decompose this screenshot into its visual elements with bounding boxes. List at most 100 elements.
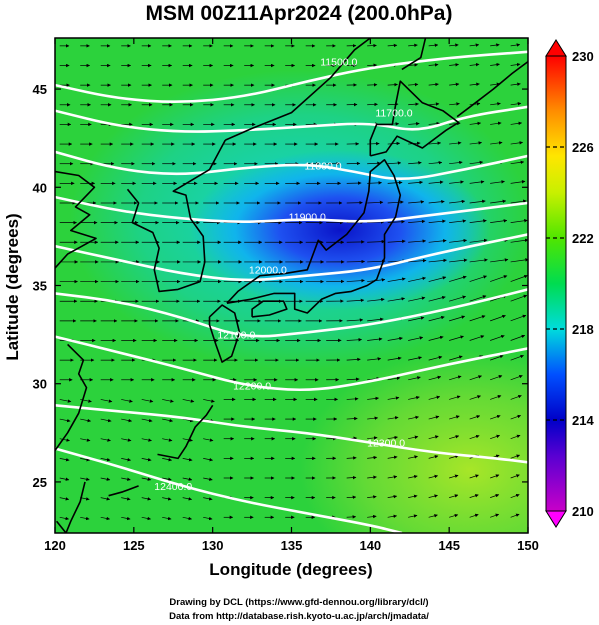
wind-arrow [469,258,488,263]
wind-arrow [428,63,439,67]
y-axis-label: Latitude (degrees) [3,213,22,360]
wind-arrow [469,160,484,165]
coastline [401,38,427,71]
y-tick-label: 40 [33,180,47,195]
wind-arrow [367,495,377,499]
wind-arrow [408,435,419,440]
wind-arrow [449,258,468,263]
wind-arrow [387,494,398,499]
wind-arrow [428,514,438,518]
plot-area: 11500.0 11700.0 11800.0 11900.0 12000.0 12100… [55,38,528,533]
wind-arrow [510,354,524,361]
wind-arrow [367,475,377,480]
wind-arrow [387,141,401,146]
wind-arrow [182,438,193,442]
wind-arrow [346,456,357,460]
wind-arrow [408,514,418,518]
wind-arrow [387,277,406,282]
wind-arrow [449,335,464,341]
colorbar-tick-label: 226 [572,140,594,155]
wind-arrow [490,513,500,518]
wind-arrow [469,513,479,518]
wind-arrow [469,62,480,67]
wind-arrow [510,219,528,223]
wind-arrow [59,457,70,462]
wind-arrow [387,180,403,185]
x-tick-label: 135 [281,538,303,553]
wind-arrow [449,199,466,204]
wind-arrow [141,457,152,462]
wind-arrow [469,375,482,381]
wind-arrow [490,199,507,204]
wind-arrow [449,375,462,381]
wind-arrow [100,457,111,462]
wind-arrow [100,399,113,403]
height-contour [55,50,528,103]
height-contour [55,447,403,533]
height-contour [55,288,528,338]
wind-arrow [121,516,131,521]
wind-arrow [490,62,500,67]
wind-arrow [428,435,439,440]
wind-arrow [428,258,447,263]
contour-label: 12300.0 [367,438,405,450]
wind-arrow [510,493,520,498]
x-axis-label: Longitude (degrees) [209,560,372,579]
wind-arrow [510,474,520,479]
x-tick-label: 130 [202,538,224,553]
credit-line-2: Data from http://database.rish.kyoto-u.a… [169,611,429,622]
wind-arrow [162,399,174,403]
coastline [55,170,97,270]
wind-arrow [408,102,419,106]
coastline [456,60,528,118]
x-tick-label: 145 [438,538,460,553]
wind-arrow [449,43,459,47]
wind-arrow [141,438,152,442]
x-tick-label: 120 [44,538,66,553]
height-contour [55,233,528,282]
wind-arrow [367,161,381,165]
contour-label: 11800.0 [304,161,341,173]
wind-arrow [387,43,398,48]
wind-arrow [346,495,357,500]
wind-arrow [100,438,111,442]
wind-arrow [449,513,459,518]
wind-arrow [387,455,398,460]
wind-arrow [387,297,406,302]
wind-arrow [367,396,379,401]
wind-arrow [203,477,213,481]
wind-arrow [367,239,386,244]
wind-arrow [469,238,488,243]
wind-arrow [203,516,213,521]
wind-arrow [182,399,195,403]
wind-arrow [510,314,527,322]
wind-arrow [59,438,70,442]
colorbar-tick-label: 218 [572,322,594,337]
wind-arrow [387,376,401,381]
colorbar-gradient [545,55,567,512]
wind-arrow [428,121,441,126]
wind-arrow [367,337,383,341]
coastline [226,159,402,314]
x-tick-label: 125 [123,538,145,553]
wind-arrow [449,355,463,361]
contour-label: 11700.0 [375,108,412,120]
wind-arrow [490,355,504,361]
wind-arrow [346,318,364,322]
contour-label: 12000.0 [249,265,287,277]
wind-arrow [346,515,357,519]
wind-arrow [510,160,525,165]
coastline [126,139,227,293]
wind-arrow [162,457,172,462]
wind-arrow [490,258,509,263]
wind-arrow [100,497,111,501]
wind-arrow [346,475,357,480]
wind-arrow [428,102,440,106]
coastlines [55,38,528,533]
wind-arrow [387,219,405,224]
wind-arrow [121,418,133,423]
wind-arrow [387,356,402,361]
wind-arrow [408,395,420,400]
wind-arrow [387,416,399,420]
wind-arrow [162,418,174,423]
